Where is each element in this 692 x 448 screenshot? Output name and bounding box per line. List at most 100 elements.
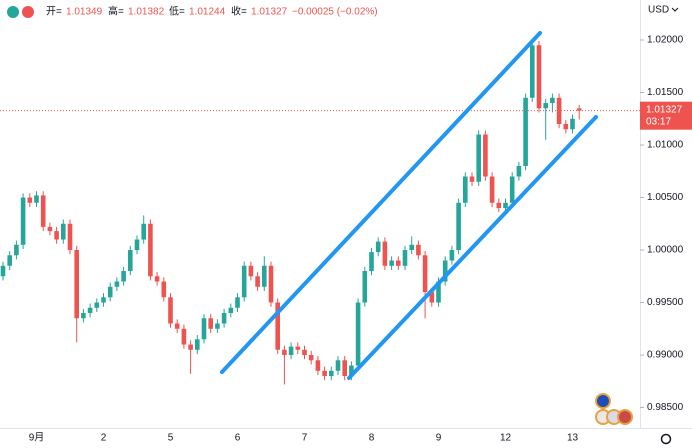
low-value: 1.01244	[189, 7, 226, 18]
candle-body	[449, 250, 455, 261]
candle-body	[195, 339, 200, 350]
x-tick-label: 5	[168, 433, 174, 444]
close-label: 收=	[231, 5, 247, 18]
candle-body	[295, 346, 301, 350]
candle-body	[409, 244, 414, 251]
candle-body	[322, 370, 327, 377]
y-tick-label: 0.99500	[647, 297, 684, 308]
candle-body	[543, 103, 548, 109]
candle-body	[469, 176, 475, 182]
open-value: 1.01349	[66, 7, 103, 18]
x-tick-label: 8	[369, 433, 375, 444]
candle-body	[87, 307, 93, 314]
candle-body	[101, 297, 106, 303]
current-price: 1.01327	[646, 104, 683, 115]
candle-body	[134, 239, 140, 251]
x-tick-label: 6	[235, 433, 241, 444]
high-value: 1.01382	[128, 7, 165, 18]
candle-body	[429, 292, 435, 303]
settings-gear[interactable]	[660, 433, 672, 445]
event-icons[interactable]	[595, 393, 633, 425]
candle-body	[228, 307, 234, 314]
candle-body	[268, 265, 274, 303]
candle-body	[0, 265, 6, 277]
candle-body	[54, 231, 59, 240]
plot-area: 0.98500 0.99000 0.99500 1.00000 1.00500 1.010…	[0, 35, 684, 444]
candle-body	[215, 323, 220, 329]
candle-body	[201, 318, 207, 340]
header: 开= 1.01349 高= 1.01382 低= 1.01244 收= 1.01…	[46, 5, 378, 18]
candle-body	[141, 223, 146, 240]
candle-body	[47, 226, 53, 232]
change: −0.00025 (−0.02%)	[292, 7, 378, 18]
y-tick-label: 1.01000	[647, 140, 684, 151]
x-tick-label: 13	[567, 433, 579, 444]
currency-selector[interactable]: USD	[648, 5, 669, 16]
open-label: 开=	[46, 7, 62, 18]
symbol-icon	[22, 6, 34, 18]
high-label: 高=	[108, 5, 124, 18]
candle-body	[496, 202, 502, 209]
candle-body	[523, 97, 528, 167]
candle-body	[315, 360, 321, 371]
candle-body	[335, 360, 341, 371]
candle-body	[61, 223, 66, 240]
candle-body	[181, 328, 187, 345]
candle-body	[536, 45, 542, 109]
candle-body	[308, 355, 314, 361]
candle-body	[262, 265, 267, 287]
candle-body	[442, 260, 448, 282]
candle-body	[282, 349, 287, 356]
candle-body	[302, 349, 307, 356]
candle-body	[221, 313, 227, 324]
candle-body	[255, 276, 260, 287]
y-tick-label: 1.01500	[647, 87, 684, 98]
countdown: 03:17	[646, 116, 671, 127]
candle-body	[154, 276, 160, 282]
y-tick-label: 1.02000	[647, 35, 684, 46]
candle-body	[436, 281, 441, 303]
candle-body	[349, 365, 354, 377]
candle-body	[375, 241, 381, 253]
candle-body	[275, 302, 280, 350]
price-badge	[640, 101, 692, 130]
candle-body	[107, 286, 113, 298]
candle-body	[121, 271, 126, 282]
candle-body	[288, 346, 294, 356]
candle-body	[161, 281, 167, 298]
close-value: 1.01327	[251, 7, 288, 18]
candle-body	[563, 124, 569, 130]
candle-body	[128, 250, 133, 272]
candle-body	[81, 313, 86, 319]
candle-body	[422, 255, 428, 293]
candle-body	[369, 252, 374, 272]
candle-body	[27, 197, 33, 203]
candle-body	[402, 250, 408, 266]
candle-body	[7, 255, 12, 266]
candle-body	[396, 260, 401, 266]
candle-body	[74, 250, 79, 319]
candle-body	[509, 176, 515, 203]
candle-body	[382, 241, 388, 266]
x-tick-label: 7	[302, 433, 308, 444]
settings-icon[interactable]	[660, 433, 672, 445]
event-icon[interactable]	[595, 393, 611, 409]
trend-line[interactable]	[347, 115, 598, 380]
candle-body	[208, 318, 213, 329]
candle-body	[248, 265, 254, 277]
candle-body	[34, 195, 39, 203]
trend-line[interactable]	[220, 31, 542, 374]
dropdown-arrow[interactable]	[671, 7, 679, 12]
low-label: 低=	[169, 5, 185, 18]
candle-body	[556, 97, 562, 125]
candle-body	[516, 166, 522, 177]
candle-body	[114, 281, 120, 287]
candle-body	[503, 202, 508, 209]
candle-body	[476, 134, 481, 182]
y-tick-label: 1.00000	[647, 245, 684, 256]
x-tick-label: 9月	[29, 432, 45, 444]
event-icon[interactable]	[617, 409, 633, 425]
candle-body	[174, 323, 180, 329]
candle-body	[530, 45, 535, 98]
